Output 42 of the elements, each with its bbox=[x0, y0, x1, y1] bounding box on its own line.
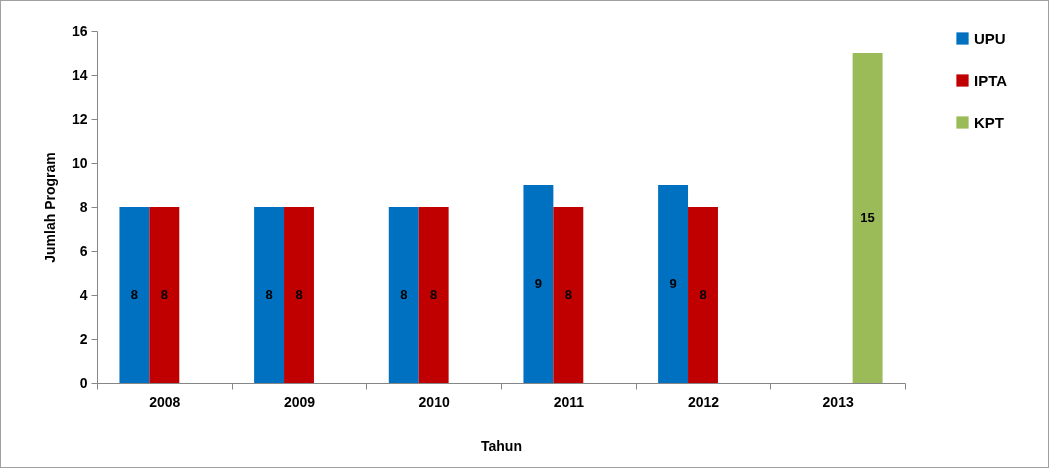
legend-label: UPU bbox=[974, 29, 1006, 47]
y-tick-label: 10 bbox=[71, 154, 88, 171]
bar bbox=[284, 207, 314, 383]
data-label: 15 bbox=[860, 210, 875, 225]
x-tick-label: 2009 bbox=[283, 393, 316, 410]
bar bbox=[658, 185, 689, 383]
y-tick-label: 6 bbox=[79, 242, 88, 259]
data-label: 8 bbox=[265, 287, 273, 302]
bar bbox=[149, 207, 180, 383]
x-tick-label: 2008 bbox=[149, 393, 181, 410]
bar bbox=[119, 207, 150, 383]
bar bbox=[688, 207, 718, 383]
data-label: 8 bbox=[295, 287, 303, 302]
bar bbox=[553, 207, 584, 383]
y-tick-label: 2 bbox=[79, 330, 88, 347]
bar bbox=[852, 53, 883, 383]
data-label: 8 bbox=[564, 287, 572, 302]
y-tick-label: 16 bbox=[71, 22, 88, 39]
bar bbox=[523, 185, 554, 383]
data-label: 9 bbox=[534, 276, 543, 291]
y-tick-label: 14 bbox=[71, 66, 88, 83]
legend-label: IPTA bbox=[974, 71, 1008, 89]
data-label: 8 bbox=[160, 287, 168, 302]
y-tick-label: 0 bbox=[79, 374, 88, 391]
x-tick-label: 2010 bbox=[418, 393, 450, 410]
y-tick-label: 8 bbox=[79, 198, 88, 215]
bar bbox=[388, 207, 419, 383]
bar bbox=[254, 207, 285, 383]
x-axis-title: Tahun bbox=[481, 437, 522, 454]
data-label: 9 bbox=[669, 276, 677, 291]
y-axis-title: Jumlah Program bbox=[41, 152, 58, 263]
data-label: 8 bbox=[400, 287, 408, 302]
data-label: 8 bbox=[130, 287, 139, 302]
y-tick-label: 4 bbox=[79, 286, 88, 303]
y-tick-label: 12 bbox=[71, 110, 88, 127]
data-label: 8 bbox=[430, 287, 438, 302]
x-tick-label: 2012 bbox=[687, 393, 720, 410]
data-label: 8 bbox=[699, 287, 707, 302]
x-tick-label: 2011 bbox=[553, 393, 585, 410]
bar bbox=[418, 207, 449, 383]
x-tick-label: 2013 bbox=[822, 393, 854, 410]
legend-label: KPT bbox=[974, 113, 1004, 131]
